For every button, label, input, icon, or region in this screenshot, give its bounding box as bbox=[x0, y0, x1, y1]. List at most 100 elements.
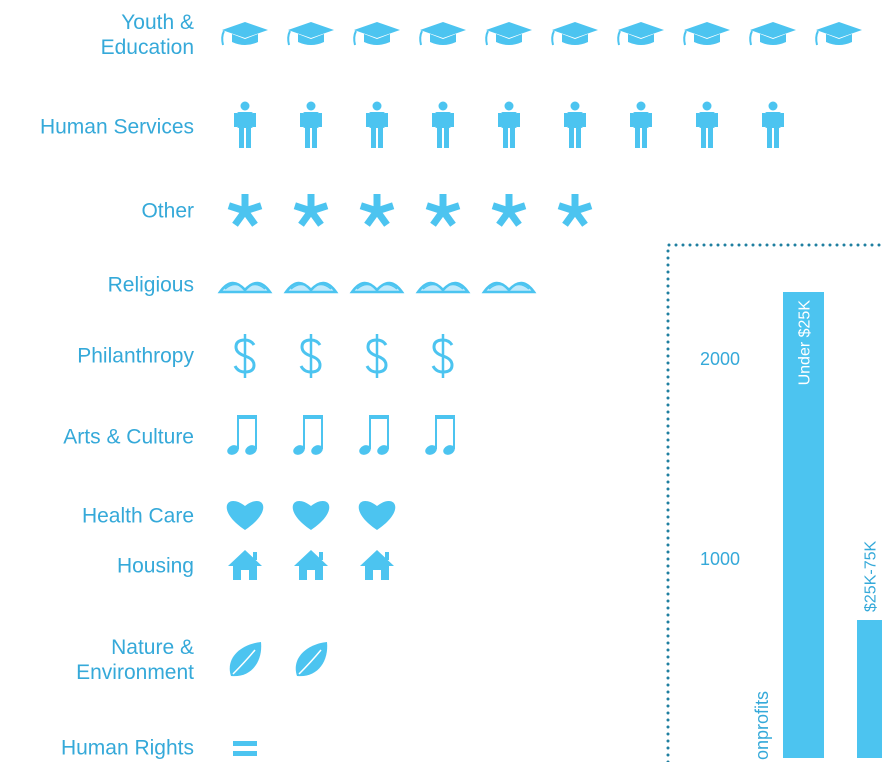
icon bbox=[287, 22, 334, 46]
icon-part bbox=[419, 30, 423, 46]
icon-part bbox=[420, 22, 466, 38]
icon bbox=[415, 281, 471, 294]
icon-part bbox=[298, 34, 324, 45]
icon bbox=[815, 22, 862, 46]
icon bbox=[366, 101, 388, 148]
icon-row bbox=[233, 741, 257, 756]
icon-part bbox=[372, 101, 382, 111]
icon-row bbox=[228, 550, 394, 580]
icon-part bbox=[696, 113, 699, 127]
icon-part bbox=[768, 101, 778, 111]
icon bbox=[432, 101, 454, 148]
icon bbox=[233, 334, 256, 378]
icon-part bbox=[636, 101, 646, 111]
icon bbox=[293, 415, 323, 455]
icon-part bbox=[435, 415, 437, 449]
icon-part bbox=[451, 113, 454, 127]
icon-part bbox=[311, 445, 323, 455]
category-label: Health Care bbox=[81, 504, 194, 528]
bar-label: $25K-75K bbox=[863, 541, 880, 612]
icon-part bbox=[364, 34, 390, 45]
icon bbox=[228, 550, 262, 580]
icon bbox=[359, 415, 389, 455]
icon-part bbox=[287, 30, 291, 46]
icon-part bbox=[750, 22, 796, 38]
icon-part bbox=[551, 30, 555, 46]
icon-part bbox=[504, 101, 514, 111]
icon-row bbox=[226, 501, 396, 530]
icon-part bbox=[245, 445, 257, 455]
icon-part bbox=[293, 202, 313, 215]
icon bbox=[491, 194, 527, 227]
icon-part bbox=[453, 415, 455, 449]
icon-part bbox=[510, 127, 515, 148]
icon-part bbox=[503, 127, 508, 148]
icon-part bbox=[435, 415, 455, 419]
icon bbox=[359, 194, 395, 227]
icon-part bbox=[237, 112, 253, 128]
icon bbox=[217, 281, 273, 294]
icon-row bbox=[227, 415, 455, 455]
icon-part bbox=[253, 113, 256, 127]
icon-row bbox=[234, 101, 784, 148]
icon-part bbox=[312, 127, 317, 148]
icon bbox=[762, 101, 784, 148]
icon-part bbox=[288, 22, 334, 38]
icon-part bbox=[319, 113, 322, 127]
icon-part bbox=[715, 113, 718, 127]
icon-part bbox=[567, 112, 583, 128]
icon-part bbox=[435, 112, 451, 128]
icon-part bbox=[702, 101, 712, 111]
icon-part bbox=[767, 127, 772, 148]
icon-part bbox=[237, 415, 239, 449]
icon bbox=[419, 22, 466, 46]
icon-part bbox=[293, 445, 305, 455]
icon-part bbox=[683, 30, 687, 46]
icon-part bbox=[292, 501, 330, 530]
icon-part bbox=[300, 113, 303, 127]
icon-part bbox=[437, 127, 442, 148]
icon-part bbox=[369, 112, 385, 128]
icon-part bbox=[438, 101, 448, 111]
icon-part bbox=[294, 550, 328, 580]
icon-part bbox=[290, 283, 332, 290]
category-label: Youth & Education bbox=[100, 11, 194, 59]
icon-part bbox=[816, 22, 862, 38]
icon-part bbox=[232, 34, 258, 45]
icon-part bbox=[222, 22, 268, 38]
icon bbox=[683, 22, 730, 46]
icon-part bbox=[306, 101, 316, 111]
icon bbox=[292, 501, 330, 530]
icon-part bbox=[425, 445, 437, 455]
bar-label: Under $25K bbox=[797, 300, 814, 386]
icon bbox=[749, 22, 796, 46]
icon bbox=[425, 194, 461, 227]
icon-part bbox=[617, 30, 621, 46]
icon-part bbox=[353, 30, 357, 46]
icon-part bbox=[569, 127, 574, 148]
icon-row bbox=[227, 194, 593, 227]
icon-part bbox=[501, 112, 517, 128]
icon-part bbox=[649, 113, 652, 127]
icon bbox=[365, 334, 388, 378]
icon-part bbox=[498, 113, 501, 127]
icon-part bbox=[422, 283, 464, 290]
icon-part bbox=[583, 113, 586, 127]
icon bbox=[283, 281, 339, 294]
icon-part bbox=[491, 202, 511, 215]
icon-part bbox=[233, 741, 257, 746]
icon-part bbox=[255, 415, 257, 449]
icon-part bbox=[303, 415, 323, 419]
icon-part bbox=[227, 202, 247, 215]
icon bbox=[234, 101, 256, 148]
icon bbox=[557, 194, 593, 227]
icon-part bbox=[444, 127, 449, 148]
icon-part bbox=[762, 113, 765, 127]
icon bbox=[300, 101, 322, 148]
icon bbox=[425, 415, 455, 455]
icon bbox=[696, 101, 718, 148]
icon bbox=[617, 22, 664, 46]
icon-part bbox=[485, 30, 489, 46]
bar bbox=[783, 292, 824, 758]
